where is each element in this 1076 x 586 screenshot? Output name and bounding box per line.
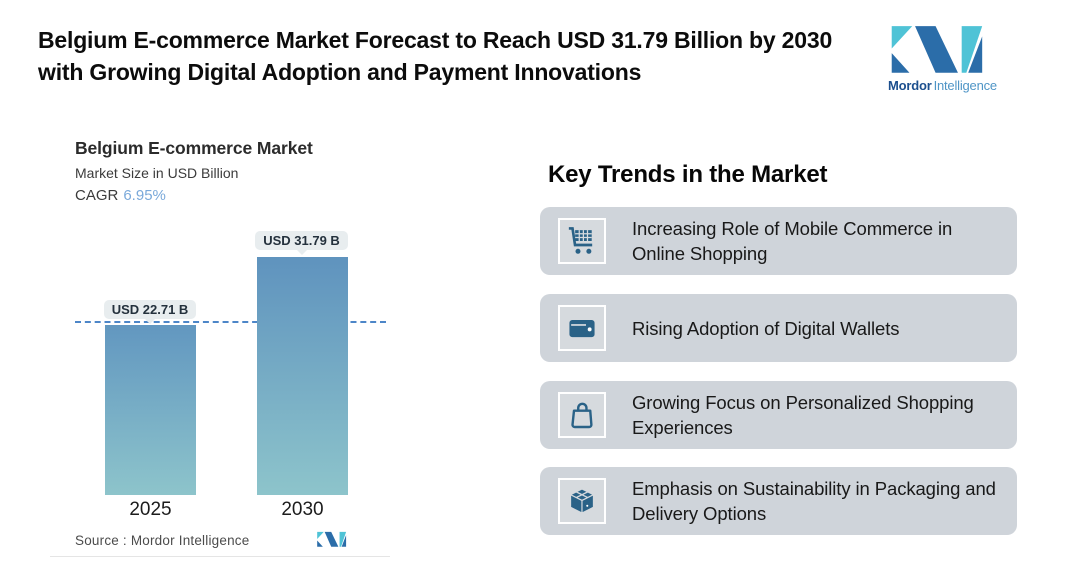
cagr-value: 6.95% [123, 187, 166, 204]
package-box-icon [558, 478, 606, 524]
chart-subtitle: Market Size in USD Billion [75, 165, 239, 181]
trend-card-personalized-shopping: Growing Focus on Personalized Shopping E… [540, 381, 1017, 449]
divider [50, 556, 390, 557]
trend-card-mobile-commerce: Increasing Role of Mobile Commerce in On… [540, 207, 1017, 275]
trend-text: Increasing Role of Mobile Commerce in On… [632, 218, 953, 264]
page-title: Belgium E-commerce Market Forecast to Re… [38, 27, 833, 85]
bar-2030 [257, 257, 348, 495]
shopping-bag-icon [558, 392, 606, 438]
trend-text: Growing Focus on Personalized Shopping E… [632, 392, 974, 438]
brand-name-light: Intelligence [933, 78, 998, 93]
brand-logo: Mordor Intelligence [888, 24, 998, 93]
bar-value-badge-2030: USD 31.79 B [255, 231, 348, 255]
trend-card-digital-wallets: Rising Adoption of Digital Wallets [540, 294, 1017, 362]
chart-title: Belgium E-commerce Market [75, 138, 313, 158]
cagr-label: CAGR [75, 187, 119, 204]
trend-text: Rising Adoption of Digital Wallets [632, 317, 900, 339]
cagr-row: CAGR 6.95% [75, 187, 166, 204]
x-axis-label-2030: 2030 [281, 499, 324, 520]
mordor-intelligence-logo-icon [891, 26, 983, 73]
reference-dashed-line [75, 321, 386, 323]
brand-name-bold: Mordor [888, 78, 932, 93]
x-axis-label-2025: 2025 [129, 499, 172, 520]
trends-heading: Key Trends in the Market [548, 161, 828, 188]
mordor-intelligence-mini-logo-icon [317, 531, 347, 547]
shopping-cart-icon [558, 218, 606, 264]
bar-2025 [105, 325, 196, 495]
trend-text: Emphasis on Sustainability in Packaging … [632, 478, 996, 524]
trend-card-sustainable-packaging: Emphasis on Sustainability in Packaging … [540, 467, 1017, 535]
brand-wordmark: Mordor Intelligence [888, 78, 998, 93]
bar-value-badge-2025: USD 22.71 B [104, 300, 196, 324]
source-note: Source : Mordor Intelligence [75, 533, 250, 548]
wallet-icon [558, 305, 606, 351]
